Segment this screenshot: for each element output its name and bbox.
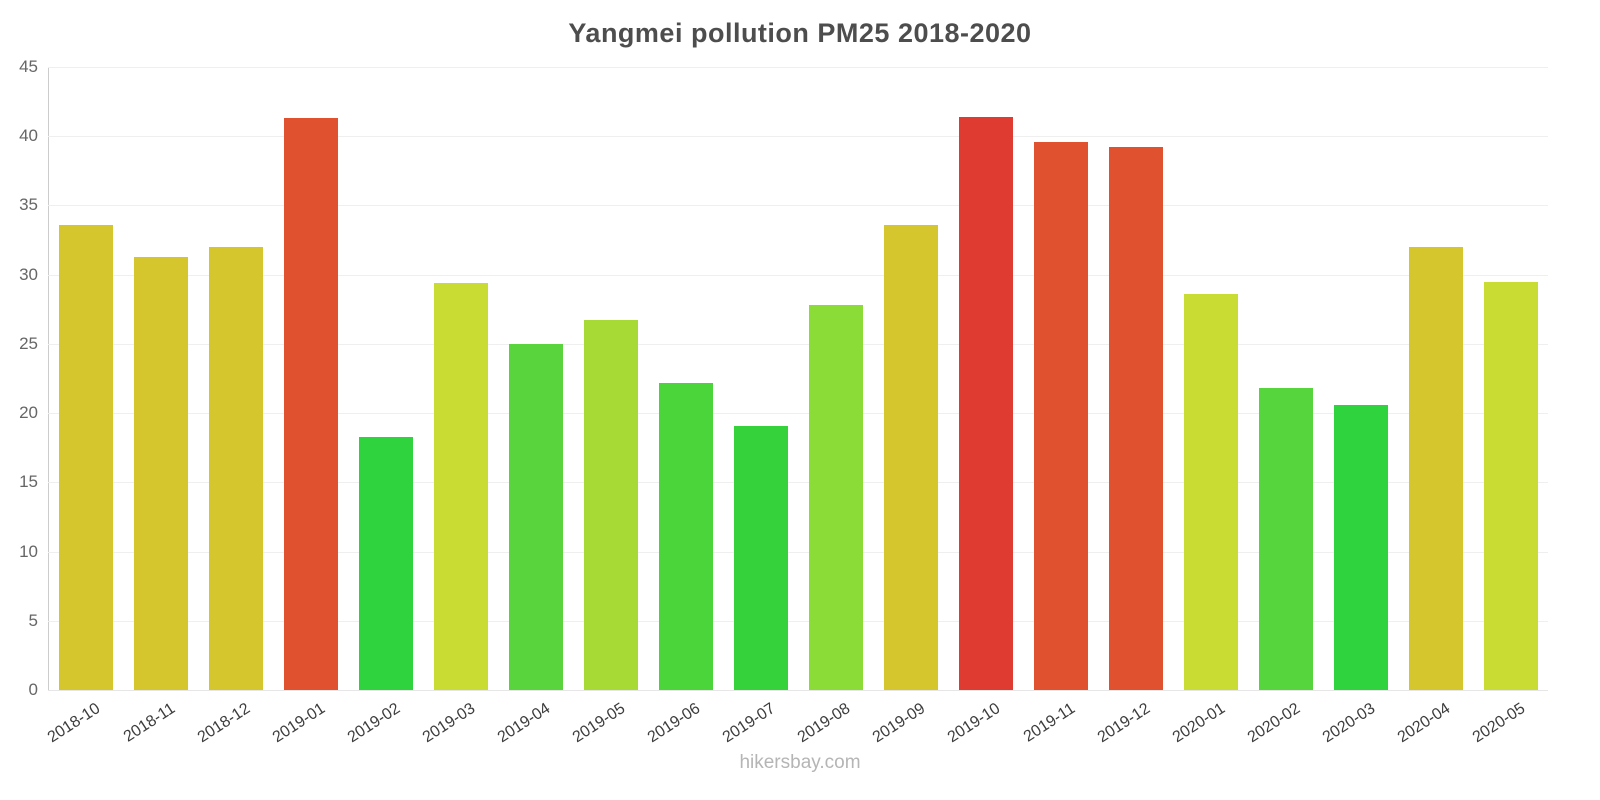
y-tick-label-25: 25: [19, 333, 38, 353]
bar-2019-07[interactable]: [733, 425, 788, 690]
bar-2020-04[interactable]: [1408, 246, 1463, 690]
bar-2019-11[interactable]: [1033, 141, 1088, 690]
chart-title: Yangmei pollution PM25 2018-2020: [568, 18, 1032, 48]
bar-2020-01[interactable]: [1183, 294, 1238, 690]
gridline-35: [48, 205, 1548, 207]
bar-2019-05[interactable]: [583, 320, 638, 690]
gridline-30: [48, 274, 1548, 276]
gridline-25: [48, 343, 1548, 345]
x-axis-line: [48, 690, 1548, 691]
y-tick-label-20: 20: [19, 403, 38, 423]
y-tick-label-0: 0: [28, 680, 38, 699]
y-axis-line: [48, 67, 49, 690]
gridline-15: [48, 482, 1548, 484]
bar-2020-05[interactable]: [1483, 281, 1538, 690]
bar-2019-04[interactable]: [508, 343, 563, 690]
bar-2019-01[interactable]: [283, 118, 338, 690]
y-tick-label-40: 40: [19, 126, 38, 146]
y-tick-label-10: 10: [19, 541, 38, 561]
gridline-40: [48, 136, 1548, 138]
y-tick-label-15: 15: [19, 472, 38, 492]
watermark-text: hikersbay.com: [739, 752, 861, 773]
y-tick-label-45: 45: [19, 57, 38, 76]
bar-2019-09[interactable]: [883, 224, 938, 690]
bar-2018-11[interactable]: [133, 256, 188, 690]
bar-2019-03[interactable]: [433, 282, 488, 690]
bar-2019-02[interactable]: [358, 436, 413, 690]
bar-2018-12[interactable]: [208, 246, 263, 690]
gridline-45: [48, 67, 1548, 68]
bar-2019-06[interactable]: [658, 382, 713, 690]
bar-2020-02[interactable]: [1258, 388, 1313, 690]
gridline-5: [48, 620, 1548, 622]
gridline-10: [48, 551, 1548, 553]
bar-2020-03[interactable]: [1333, 404, 1388, 690]
y-tick-label-35: 35: [19, 195, 38, 215]
bar-2019-12[interactable]: [1108, 147, 1163, 690]
bar-2019-10[interactable]: [958, 116, 1013, 690]
y-tick-label-30: 30: [19, 264, 38, 284]
bar-2019-08[interactable]: [808, 305, 863, 690]
y-tick-label-5: 5: [28, 610, 38, 630]
gridline-20: [48, 413, 1548, 415]
bar-2018-10[interactable]: [58, 224, 113, 690]
